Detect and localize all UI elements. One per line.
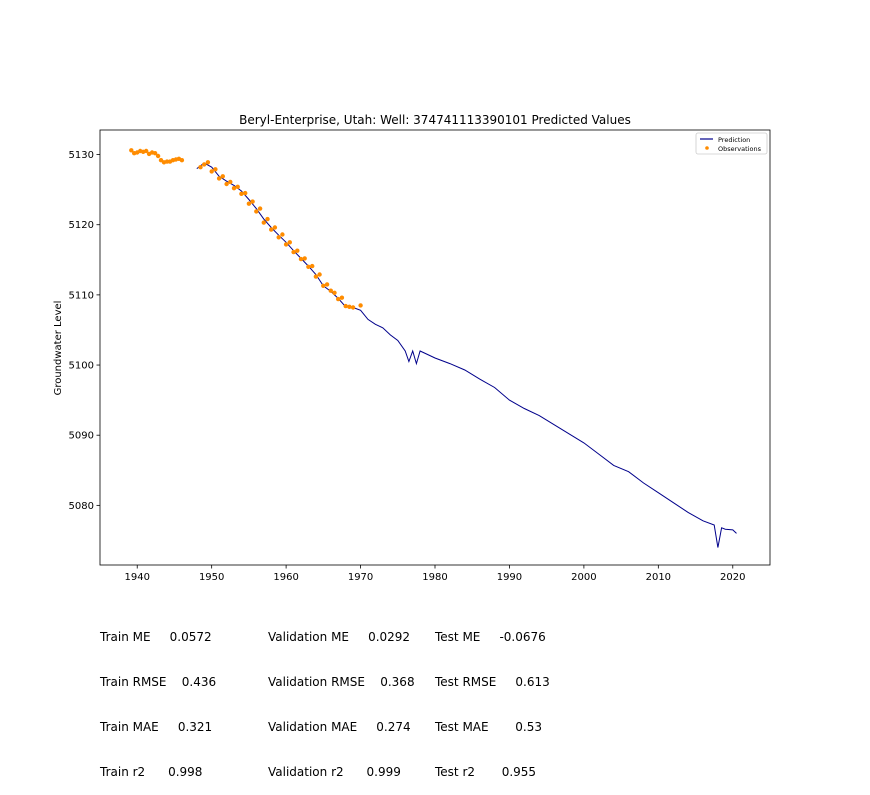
observation-point	[257, 206, 263, 211]
observation-point	[328, 288, 333, 293]
x-tick-label: 2000	[571, 572, 596, 583]
observation-point	[350, 305, 356, 310]
observation-point	[155, 153, 161, 159]
x-tick-label: 1950	[199, 572, 224, 583]
observation-point	[235, 184, 240, 189]
observation-point	[179, 158, 185, 163]
observation-point	[358, 303, 363, 308]
observation-point	[295, 248, 300, 253]
observation-point	[347, 304, 352, 309]
observation-point	[213, 167, 218, 172]
y-tick-label: 5120	[69, 220, 94, 231]
observation-point	[220, 174, 225, 179]
validation-metrics: Validation ME 0.0292 Validation RMSE 0.3…	[268, 600, 415, 795]
observation-point	[343, 303, 348, 309]
observation-point	[306, 264, 311, 269]
observation-point	[339, 295, 345, 300]
prediction-line	[196, 162, 737, 548]
observation-point	[336, 296, 341, 302]
x-tick-label: 1990	[497, 572, 522, 583]
test-metrics: Test ME -0.0676 Test RMSE 0.613 Test MAE…	[435, 600, 550, 795]
observation-point	[298, 256, 304, 262]
train-me: Train ME 0.0572	[100, 630, 212, 644]
observation-point	[243, 190, 248, 196]
train-metrics: Train ME 0.0572 Train RMSE 0.436 Train M…	[100, 600, 216, 795]
observation-point	[313, 274, 319, 279]
test-me: Test ME -0.0676	[435, 630, 546, 644]
observation-point	[198, 165, 203, 170]
observation-point	[261, 220, 266, 225]
legend-observations-label: Observations	[718, 145, 762, 153]
legend-observations-swatch	[705, 146, 709, 150]
observation-point	[291, 249, 296, 255]
observation-point	[280, 232, 285, 237]
validation-r2: Validation r2 0.999	[268, 765, 401, 779]
y-tick-label: 5080	[69, 501, 94, 512]
observation-point	[287, 240, 292, 245]
observation-point	[250, 199, 255, 204]
x-tick-label: 1980	[422, 572, 447, 583]
observation-point	[202, 162, 207, 167]
x-tick-label: 1940	[124, 572, 149, 583]
chart-title: Beryl-Enterprise, Utah: Well: 3747411133…	[239, 113, 631, 127]
observation-point	[332, 290, 337, 295]
observation-point	[209, 169, 214, 174]
validation-me: Validation ME 0.0292	[268, 630, 411, 644]
legend-box	[695, 132, 768, 155]
legend: Prediction Observations	[695, 132, 768, 155]
observation-point	[269, 227, 274, 232]
y-tick-label: 5100	[69, 361, 94, 372]
observation-point	[216, 176, 222, 181]
y-tick-label: 5130	[69, 150, 94, 161]
observation-point	[265, 216, 270, 222]
x-tick-label: 2020	[720, 572, 745, 583]
validation-mae: Validation MAE 0.274	[268, 720, 411, 734]
observation-point	[228, 179, 233, 185]
test-mae: Test MAE 0.53	[435, 720, 543, 734]
observation-point	[254, 209, 259, 214]
observation-point	[283, 242, 289, 247]
observation-point	[272, 225, 278, 230]
y-axis-label: Groundwater Level	[53, 301, 64, 396]
observation-point	[224, 181, 229, 187]
observation-point	[144, 148, 149, 154]
observation-point	[317, 272, 322, 277]
chart: Beryl-Enterprise, Utah: Well: 3747411133…	[53, 113, 771, 583]
x-tick-label: 1970	[348, 572, 373, 583]
observation-point	[302, 256, 307, 261]
observation-point	[205, 160, 211, 165]
test-r2: Test r2 0.955	[435, 765, 537, 779]
train-r2: Train r2 0.998	[100, 765, 203, 779]
observation-point	[231, 186, 237, 191]
train-rmse: Train RMSE 0.436	[100, 675, 217, 689]
observation-point	[310, 263, 315, 269]
y-tick-label: 5090	[69, 431, 94, 442]
validation-rmse: Validation RMSE 0.368	[268, 675, 415, 689]
observation-point	[239, 191, 244, 196]
x-tick-label: 2010	[646, 572, 671, 583]
test-rmse: Test RMSE 0.613	[435, 675, 550, 689]
y-tick-label: 5110	[69, 290, 94, 301]
x-tick-label: 1960	[273, 572, 298, 583]
observation-point	[276, 235, 281, 240]
train-mae: Train MAE 0.321	[100, 720, 213, 734]
observation-point	[321, 283, 326, 288]
legend-prediction-label: Prediction	[718, 136, 750, 144]
observation-point	[152, 151, 158, 156]
observation-point	[246, 201, 252, 206]
observation-point	[129, 148, 134, 153]
observation-point	[324, 282, 330, 287]
